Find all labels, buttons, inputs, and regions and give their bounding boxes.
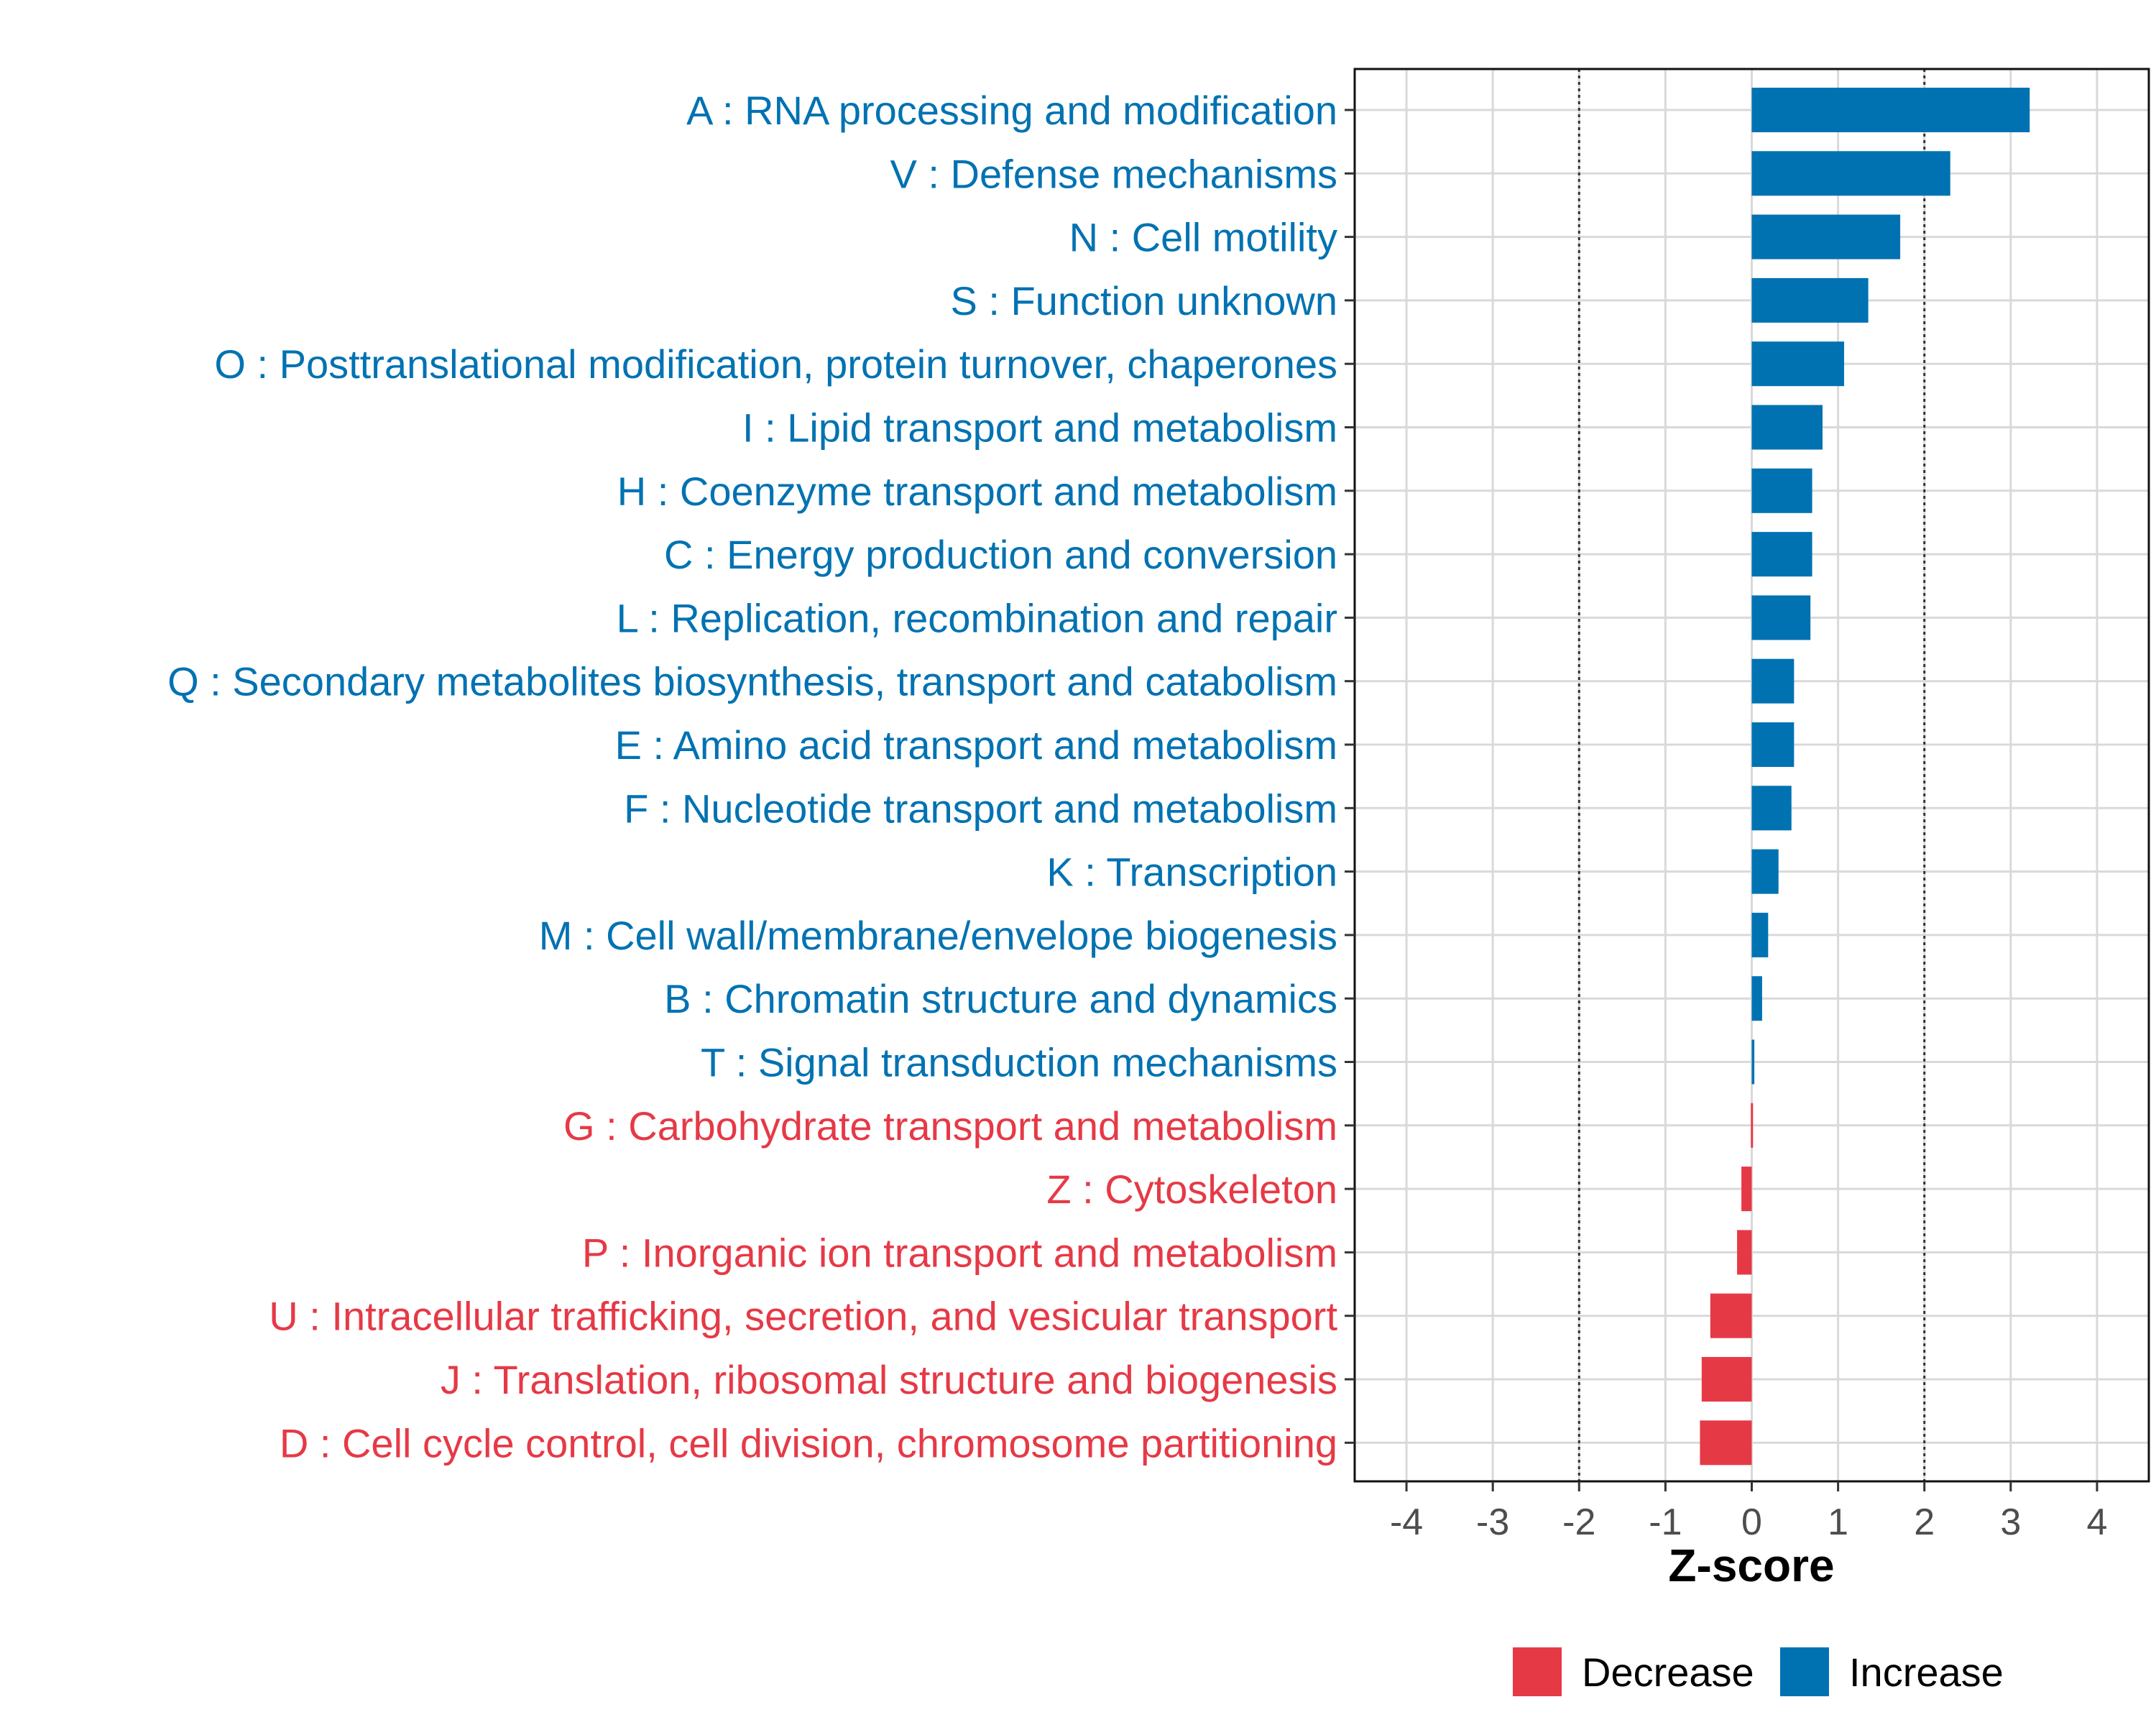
y-tick-label: Q : Secondary metabolites biosynthesis, … [167,659,1337,704]
bar [1751,658,1795,704]
bar [1751,595,1811,640]
bar [1751,912,1769,957]
legend-label: Decrease [1582,1650,1754,1695]
y-tick-label: V : Defense mechanisms [890,151,1337,196]
x-tick-label: -2 [1562,1501,1595,1543]
bar [1751,1103,1754,1148]
y-tick-label: C : Energy production and conversion [664,532,1337,577]
y-tick-label: M : Cell wall/membrane/envelope biogenes… [539,913,1337,958]
bars [1700,88,2030,1466]
bar [1751,277,1869,323]
y-tick-label: B : Chromatin structure and dynamics [664,976,1337,1021]
bar [1737,1230,1752,1275]
y-tick-label: N : Cell motility [1069,215,1337,260]
x-tick-label: 4 [2086,1501,2107,1543]
bar [1751,88,2030,132]
x-tick-label: -4 [1390,1501,1423,1543]
bar [1751,405,1823,450]
legend-swatch [1513,1647,1562,1696]
bar [1710,1293,1752,1338]
y-tick-label: U : Intracellular trafficking, secretion… [269,1294,1337,1339]
x-tick-label: 0 [1741,1501,1762,1543]
legend-swatch [1780,1647,1829,1696]
y-tick-label: L : Replication, recombination and repai… [617,595,1337,640]
y-tick-label: Z : Cytoskeleton [1046,1167,1337,1212]
bar [1751,786,1792,831]
bar [1751,341,1845,387]
x-axis: -4 -3 -2 -1 0 1 2 3 4 [1390,1481,2107,1543]
x-tick-label: 1 [1828,1501,1848,1543]
bar [1701,1357,1752,1402]
bar [1751,532,1812,577]
x-tick-label: -1 [1649,1501,1682,1543]
x-axis-title: Z-score [1668,1540,1834,1591]
y-tick-label: H : Coenzyme transport and metabolism [617,469,1337,514]
y-tick-label: D : Cell cycle control, cell division, c… [280,1420,1337,1466]
bar [1751,214,1901,259]
y-axis: A : RNA processing and modification V : D… [167,88,1355,1466]
x-tick-label: 3 [2000,1501,2021,1543]
y-tick-label: I : Lipid transport and metabolism [742,405,1337,451]
y-tick-label: P : Inorganic ion transport and metaboli… [582,1230,1337,1275]
y-tick-label: K : Transcription [1046,850,1337,895]
bar [1751,151,1950,196]
y-tick-label: T : Signal transduction mechanisms [701,1040,1337,1085]
bar [1751,849,1779,894]
y-tick-label: E : Amino acid transport and metabolism [615,722,1337,768]
y-tick-label: G : Carbohydrate transport and metabolis… [563,1103,1337,1149]
y-tick-label: A : RNA processing and modification [686,88,1337,133]
legend: Decrease Increase [1513,1647,2004,1696]
y-tick-label: O : Posttranslational modification, prot… [214,341,1337,387]
y-tick-label: J : Translation, ribosomal structure and… [441,1357,1337,1402]
bar [1700,1420,1752,1466]
bar [1751,1039,1755,1085]
bar [1751,468,1812,513]
bar [1751,722,1795,767]
bar [1751,976,1762,1021]
legend-label: Increase [1849,1650,2004,1695]
reference-lines [1577,69,1926,1481]
bar [1741,1167,1752,1212]
y-tick-label: S : Function unknown [950,278,1337,323]
y-tick-label: F : Nucleotide transport and metabolism [624,786,1337,831]
x-tick-label: 2 [1914,1501,1935,1543]
x-tick-label: -3 [1476,1501,1509,1543]
